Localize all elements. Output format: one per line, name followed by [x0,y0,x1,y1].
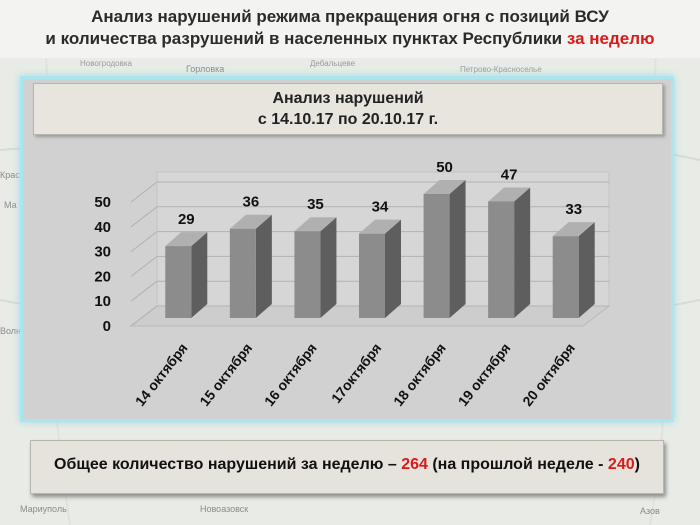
bar-top [488,187,531,202]
summary-prefix: Общее количество нарушений за неделю – [54,456,402,473]
bar-value-label: 29 [178,211,195,228]
x-tick-label: 19 октября [455,340,514,409]
bar [165,246,192,318]
bar-side [449,180,466,318]
bar-value-label: 33 [565,201,582,218]
bar-side [578,222,595,318]
map-label: Горловка [186,64,224,74]
bar [294,231,321,318]
bar [552,236,579,318]
summary-previous: 240 [607,456,635,473]
chart-heading: Анализ нарушений с 14.10.17 по 20.10.17 … [33,83,663,135]
page-title-line2: и количества разрушений в населенных пун… [45,29,567,48]
bar-top [165,232,208,247]
bar-chart: 0 10 20 30 40 50 29 14 октября 36 15 октября 35 16 … [94,159,611,409]
chart-title-line1: Анализ нарушений [272,90,424,107]
chart-gridline-depth [130,305,158,327]
bar-top [359,219,401,234]
summary-suffix: ) [634,456,640,473]
bar-value-label: 34 [372,199,389,216]
y-tick-label: 30 [94,244,111,261]
map-label: Мариуполь [20,504,67,514]
map-label: Петрово-Красноселье [460,65,542,74]
bar-top [552,222,595,237]
map-label: Дебальцеве [310,59,356,68]
chart-gridline-depth [130,280,158,302]
bar [488,201,515,318]
bar-side [514,187,531,318]
bar-side [255,214,272,318]
y-tick-label: 10 [94,293,111,310]
page-title: Анализ нарушений режима прекращения огня… [0,6,700,50]
bar [229,228,256,318]
bar-value-label: 35 [307,196,324,213]
map-label: Новогродовка [80,59,133,68]
map-label: Крас [0,170,20,180]
x-tick-label: 14 октября [132,340,191,409]
chart-gridline-depth [130,231,158,252]
map-label: Ма [4,200,17,210]
page-title-highlight: за неделю [566,29,655,48]
chart-panel: 0 10 20 30 40 50 29 14 октября 36 15 октября 35 16 … [20,76,674,422]
chart-gridline-depth [130,256,158,277]
map-label: Азов [640,506,660,516]
y-tick-label: 0 [103,318,111,335]
chart-gridline-depth [130,181,158,203]
page-header: Анализ нарушений режима прекращения огня… [0,0,700,58]
chart-gridline-depth [130,206,158,228]
bar-top [423,180,466,194]
summary-box: Общее количество нарушений за неделю – 2… [30,440,664,494]
map-label: Волн [0,326,21,336]
bar [359,233,385,318]
bar-side [320,217,337,318]
chart-title-line2: с 14.10.17 по 20.10.17 г. [257,111,439,128]
x-tick-label: 17октября [328,340,385,406]
bar-value-label: 47 [501,166,518,183]
y-tick-label: 50 [94,194,111,211]
page-title-line1: Анализ нарушений режима прекращения огня… [91,7,609,26]
map-label: Новоазовск [200,504,248,514]
bar-top [294,217,337,232]
y-tick-label: 40 [94,219,111,236]
x-tick-label: 15 октября [196,340,255,409]
bar-value-label: 50 [436,159,453,176]
x-tick-label: 20 октября [519,340,578,409]
bar-top [229,214,272,229]
summary-middle: (на прошлой неделе - [427,456,608,473]
x-tick-label: 16 октября [261,340,320,409]
bar-side [191,232,208,318]
summary-text: Общее количество нарушений за неделю – 2… [31,456,663,474]
bar [423,194,450,318]
x-tick-label: 18 октября [390,340,449,409]
bar-value-label: 36 [243,194,260,211]
y-tick-label: 20 [94,268,111,285]
summary-total: 264 [401,456,428,473]
bar-side [385,219,401,318]
